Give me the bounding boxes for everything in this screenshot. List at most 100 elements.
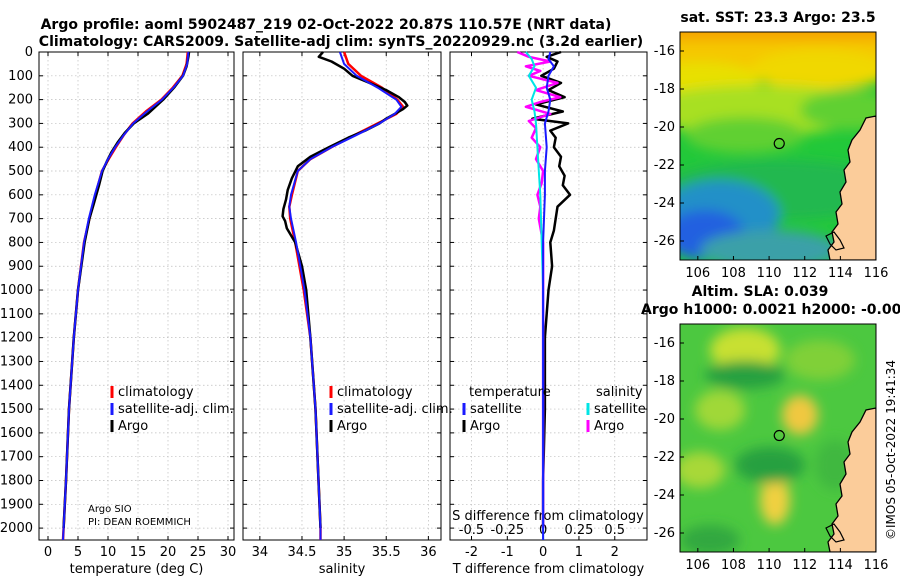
y-tick-label: 400: [8, 140, 33, 155]
x-tick-label: 5: [74, 545, 82, 560]
y-tick-label: 2000: [0, 521, 33, 536]
y-tick-label: 1600: [0, 426, 33, 441]
series-argo: [281, 51, 409, 529]
top-tick-label: 0.25: [564, 523, 593, 538]
argo-float-marker: [773, 137, 785, 150]
x-tick-label: 34: [252, 545, 269, 560]
figure-title-line1: Argo profile: aoml 5902487_219 02-Oct-20…: [41, 17, 612, 33]
map-y-tick-label: -18: [654, 82, 675, 97]
sla-map-field: [680, 324, 876, 552]
y-tick-label: 1100: [0, 307, 33, 322]
temperature-legend: climatology satellite-adj. clim. Argo: [110, 385, 234, 434]
difference-panel: -2 -1 0 1 2 T difference from climatology S di…: [449, 50, 648, 577]
map-y-tick-label: -20: [654, 120, 675, 135]
map-x-tick-label: 112: [792, 266, 817, 281]
sla-map-frame: [679, 323, 877, 553]
y-tick-label: 1400: [0, 378, 33, 393]
x-tick-label: 20: [160, 545, 177, 560]
x-tick-label: 36: [420, 545, 437, 560]
sla-map-axes: 106 108 110 112 114 116 -16 -18 -20 -22 -24 -26: [654, 336, 889, 573]
map-x-tick-label: 114: [828, 558, 853, 573]
sla-map-title: Altim. SLA: 0.039: [692, 284, 829, 300]
map-y-tick-label: -24: [654, 488, 675, 503]
map-x-tick-label: 110: [757, 558, 782, 573]
australia-coastline: [827, 407, 876, 552]
x-tick-label: 34.5: [288, 545, 317, 560]
map-x-tick-label: 108: [721, 558, 746, 573]
legend-label-argo: Argo: [118, 419, 148, 434]
map-y-tick-label: -20: [654, 412, 675, 427]
temperature-panel: 0100200300400500600700800900100011001200…: [0, 45, 236, 577]
australia-coastline: [827, 115, 876, 260]
legend-title-salinity: salinity: [596, 385, 643, 400]
figure-title-line2: Climatology: CARS2009. Satellite-adj cli…: [39, 34, 643, 50]
y-tick-label: 1000: [0, 283, 33, 298]
legend-label-sat-temp: satellite: [470, 402, 522, 417]
sla-map-subtitle: Argo h1000: 0.0021 h2000: -0.0002: [641, 302, 900, 318]
x-tick-label: 10: [100, 545, 117, 560]
map-x-tick-label: 106: [685, 266, 710, 281]
x-axis-label: temperature (deg C): [70, 562, 204, 577]
sst-map-axes: 106 108 110 112 114 116 -16 -18 -20 -22 -24 -26: [654, 44, 889, 281]
salinity-panel: 34 34.5 35 35.5 36 salinity: [242, 51, 442, 577]
y-tick-label: 1700: [0, 450, 33, 465]
top-tick-label: -0.5: [459, 523, 484, 538]
map-x-tick-label: 112: [792, 558, 817, 573]
plot-frame: [242, 51, 442, 541]
map-x-tick-label: 116: [864, 266, 889, 281]
map-x-tick-label: 106: [685, 558, 710, 573]
series-climatology: [61, 51, 190, 541]
legend-title-temperature: temperature: [469, 385, 551, 400]
series-argo: [62, 51, 191, 529]
y-tick-label: 200: [8, 93, 33, 108]
sst-map-frame: [679, 31, 877, 261]
legend-label-satellite: satellite-adj. clim.: [118, 402, 234, 417]
argo-institution: Argo SIO: [88, 504, 132, 515]
legend-label-sat-sal: satellite: [594, 402, 646, 417]
series-satellite-adj: [288, 51, 403, 540]
y-tick-label: 500: [8, 164, 33, 179]
x-tick-label: -2: [465, 545, 478, 560]
y-tick-label: 1200: [0, 331, 33, 346]
x-tick-label: 35: [336, 545, 353, 560]
x-axis-label: T difference from climatology: [452, 562, 645, 577]
difference-legend: temperature salinity satellite Argo sate…: [462, 385, 646, 434]
sst-map-title: sat. SST: 23.3 Argo: 23.5: [680, 10, 875, 26]
salinity-legend: climatology satellite-adj. clim. Argo: [329, 385, 453, 434]
map-y-tick-label: -16: [654, 336, 675, 351]
legend-label-satellite: satellite-adj. clim.: [337, 402, 453, 417]
y-tick-label: 600: [8, 188, 33, 203]
series-argo-temp-diff: [531, 50, 572, 529]
map-x-tick-label: 110: [757, 266, 782, 281]
x-tick-label: 15: [130, 545, 147, 560]
y-tick-label: 1900: [0, 497, 33, 512]
map-y-tick-label: -22: [654, 450, 675, 465]
y-tick-label: 1500: [0, 402, 33, 417]
top-tick-label: -0.25: [490, 523, 524, 538]
series-satellite-adj: [62, 51, 190, 541]
x-tick-label: 25: [190, 545, 207, 560]
argo-float-marker: [773, 429, 785, 442]
plot-frame: [449, 51, 648, 541]
y-tick-label: 0: [25, 45, 33, 60]
x-axis-label: salinity: [319, 562, 366, 577]
x-tick-label: -1: [501, 545, 514, 560]
map-x-tick-label: 116: [864, 558, 889, 573]
legend-label-climatology: climatology: [337, 385, 413, 400]
map-y-tick-label: -16: [654, 44, 675, 59]
map-y-tick-label: -18: [654, 374, 675, 389]
legend-label-argo: Argo: [337, 419, 367, 434]
legend-label-climatology: climatology: [118, 385, 194, 400]
legend-label-argo-sal: Argo: [594, 419, 624, 434]
x-tick-label: 2: [611, 545, 619, 560]
map-x-tick-label: 114: [828, 266, 853, 281]
map-y-tick-label: -22: [654, 158, 675, 173]
y-tick-label: 700: [8, 212, 33, 227]
y-tick-label: 300: [8, 116, 33, 131]
plot-frame: [38, 51, 235, 541]
y-tick-label: 1800: [0, 473, 33, 488]
imos-watermark: ©IMOS 05-Oct-2022 19:41:34: [884, 360, 898, 540]
series-argo-sal-diff: [516, 50, 562, 529]
map-y-tick-label: -24: [654, 196, 675, 211]
